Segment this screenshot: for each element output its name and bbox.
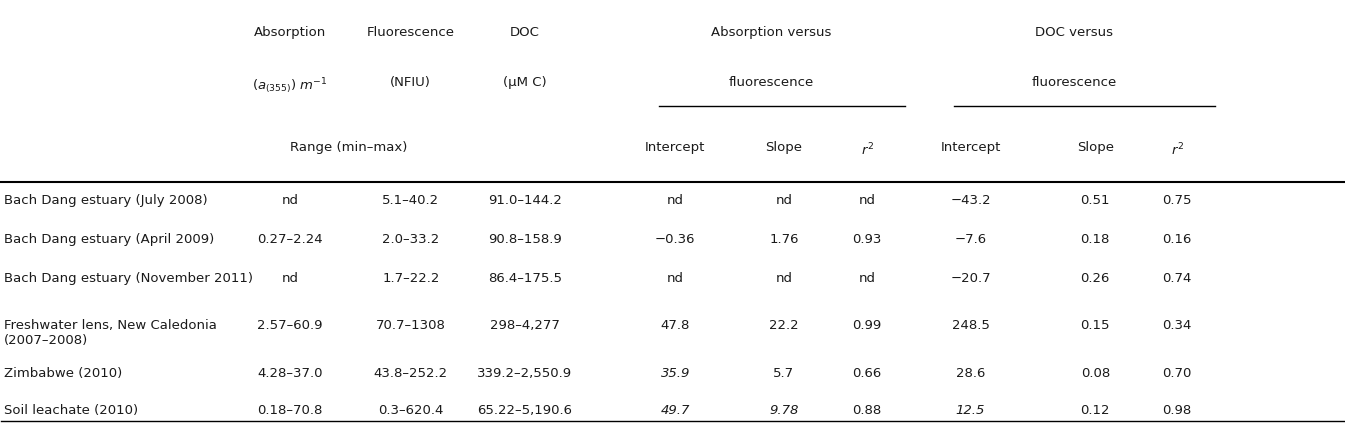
Text: nd: nd <box>776 194 792 207</box>
Text: Absorption versus: Absorption versus <box>712 26 831 39</box>
Text: 70.7–1308: 70.7–1308 <box>375 319 445 332</box>
Text: −0.36: −0.36 <box>655 233 695 246</box>
Text: 0.66: 0.66 <box>853 367 882 380</box>
Text: nd: nd <box>281 194 299 207</box>
Text: Slope: Slope <box>765 141 803 154</box>
Text: Intercept: Intercept <box>940 141 1001 154</box>
Text: 248.5: 248.5 <box>951 319 990 332</box>
Text: 2.0–33.2: 2.0–33.2 <box>382 233 440 246</box>
Text: fluorescence: fluorescence <box>729 76 814 89</box>
Text: 9.78: 9.78 <box>769 404 799 418</box>
Text: $r^2$: $r^2$ <box>861 141 874 158</box>
Text: 0.70: 0.70 <box>1162 367 1192 380</box>
Text: Bach Dang estuary (November 2011): Bach Dang estuary (November 2011) <box>4 272 253 285</box>
Text: nd: nd <box>667 194 683 207</box>
Text: 5.7: 5.7 <box>773 367 795 380</box>
Text: nd: nd <box>776 272 792 285</box>
Text: Soil leachate (2010): Soil leachate (2010) <box>4 404 139 418</box>
Text: 4.28–37.0: 4.28–37.0 <box>257 367 323 380</box>
Text: 0.18–70.8: 0.18–70.8 <box>257 404 323 418</box>
Text: 47.8: 47.8 <box>660 319 690 332</box>
Text: Bach Dang estuary (April 2009): Bach Dang estuary (April 2009) <box>4 233 214 246</box>
Text: 90.8–158.9: 90.8–158.9 <box>488 233 562 246</box>
Text: Fluorescence: Fluorescence <box>367 26 455 39</box>
Text: 22.2: 22.2 <box>769 319 799 332</box>
Text: Freshwater lens, New Caledonia
(2007–2008): Freshwater lens, New Caledonia (2007–200… <box>4 319 217 347</box>
Text: 0.16: 0.16 <box>1162 233 1192 246</box>
Text: Intercept: Intercept <box>646 141 705 154</box>
Text: $r^2$: $r^2$ <box>1170 141 1184 158</box>
Text: 0.88: 0.88 <box>853 404 882 418</box>
Text: 35.9: 35.9 <box>660 367 690 380</box>
Text: 0.08: 0.08 <box>1080 367 1110 380</box>
Text: 0.26: 0.26 <box>1080 272 1110 285</box>
Text: 0.27–2.24: 0.27–2.24 <box>257 233 323 246</box>
Text: (NFIU): (NFIU) <box>390 76 432 89</box>
Text: Bach Dang estuary (July 2008): Bach Dang estuary (July 2008) <box>4 194 207 207</box>
Text: nd: nd <box>667 272 683 285</box>
Text: −7.6: −7.6 <box>955 233 986 246</box>
Text: (μM C): (μM C) <box>503 76 546 89</box>
Text: 0.75: 0.75 <box>1162 194 1192 207</box>
Text: 0.15: 0.15 <box>1080 319 1110 332</box>
Text: 0.51: 0.51 <box>1080 194 1110 207</box>
Text: 49.7: 49.7 <box>660 404 690 418</box>
Text: fluorescence: fluorescence <box>1032 76 1116 89</box>
Text: 0.93: 0.93 <box>853 233 882 246</box>
Text: Absorption: Absorption <box>254 26 325 39</box>
Text: 1.76: 1.76 <box>769 233 799 246</box>
Text: 0.3–620.4: 0.3–620.4 <box>378 404 444 418</box>
Text: DOC: DOC <box>510 26 539 39</box>
Text: nd: nd <box>281 272 299 285</box>
Text: Range (min–max): Range (min–max) <box>291 141 408 154</box>
Text: DOC versus: DOC versus <box>1034 26 1112 39</box>
Text: 43.8–252.2: 43.8–252.2 <box>374 367 448 380</box>
Text: 0.74: 0.74 <box>1162 272 1192 285</box>
Text: 1.7–22.2: 1.7–22.2 <box>382 272 440 285</box>
Text: 65.22–5,190.6: 65.22–5,190.6 <box>477 404 573 418</box>
Text: $(a_{(355)})$ m$^{-1}$: $(a_{(355)})$ m$^{-1}$ <box>252 76 328 96</box>
Text: 339.2–2,550.9: 339.2–2,550.9 <box>477 367 573 380</box>
Text: 0.99: 0.99 <box>853 319 882 332</box>
Text: 0.34: 0.34 <box>1162 319 1192 332</box>
Text: −20.7: −20.7 <box>950 272 991 285</box>
Text: Slope: Slope <box>1077 141 1114 154</box>
Text: 5.1–40.2: 5.1–40.2 <box>382 194 440 207</box>
Text: 0.98: 0.98 <box>1162 404 1192 418</box>
Text: 28.6: 28.6 <box>956 367 985 380</box>
Text: −43.2: −43.2 <box>950 194 991 207</box>
Text: 0.12: 0.12 <box>1080 404 1110 418</box>
Text: nd: nd <box>858 194 876 207</box>
Text: 2.57–60.9: 2.57–60.9 <box>257 319 323 332</box>
Text: 298–4,277: 298–4,277 <box>490 319 560 332</box>
Text: 86.4–175.5: 86.4–175.5 <box>488 272 562 285</box>
Text: 0.18: 0.18 <box>1080 233 1110 246</box>
Text: nd: nd <box>858 272 876 285</box>
Text: 12.5: 12.5 <box>956 404 985 418</box>
Text: Zimbabwe (2010): Zimbabwe (2010) <box>4 367 122 380</box>
Text: 91.0–144.2: 91.0–144.2 <box>488 194 562 207</box>
